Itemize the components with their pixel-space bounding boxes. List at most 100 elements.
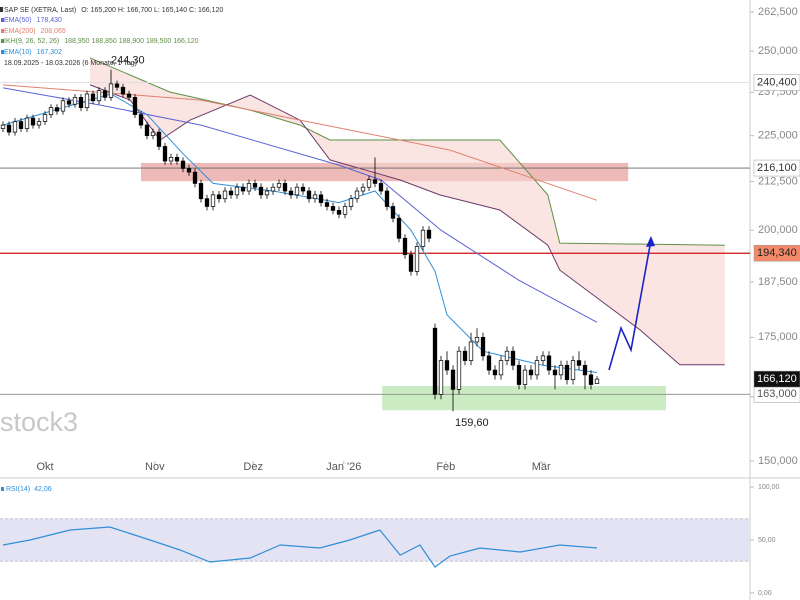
legend-text: EMA(10): [4, 49, 32, 56]
candle-body: [138, 114, 144, 126]
candle-body: [408, 254, 414, 272]
candle-body: [210, 194, 216, 207]
annotation: 159,60: [455, 417, 489, 429]
x-tick-label: Nov: [145, 461, 165, 473]
level-label: 163,000: [757, 388, 797, 400]
candle-body: [276, 183, 282, 188]
candle-body: [462, 350, 468, 361]
legend-text: RSI(14): [6, 486, 30, 493]
candle-body: [366, 179, 372, 188]
candle-body: [510, 350, 516, 366]
candle-body: [48, 107, 54, 115]
y-tick-label: 262,500: [758, 6, 798, 18]
candle-body: [78, 97, 84, 108]
cloud-span-a: [89, 57, 725, 246]
x-tick-label: Okt: [36, 461, 53, 473]
legend-swatch: [1, 50, 4, 54]
candle-body: [432, 327, 438, 395]
candle-body: [150, 131, 156, 137]
candle-body: [72, 97, 78, 105]
candle-body: [300, 186, 306, 192]
y-tick-label: 225,000: [758, 130, 798, 142]
candle-body: [552, 369, 558, 376]
candle-body: [90, 93, 96, 102]
candle-body: [414, 246, 420, 272]
candle-body: [312, 194, 318, 200]
candle-body: [582, 364, 588, 376]
y-tick-label: 150,000: [758, 455, 798, 467]
candle-body: [468, 341, 474, 361]
candle-body: [144, 124, 150, 137]
legend-swatch: [1, 29, 4, 33]
level-box: [753, 244, 800, 262]
level-label: 216,100: [757, 162, 797, 174]
y-tick-label: 175,000: [758, 331, 798, 343]
candle-body: [354, 190, 360, 200]
candle-body: [204, 198, 210, 207]
candle-body: [420, 229, 426, 247]
candle-body: [216, 194, 222, 200]
candle-body: [228, 190, 234, 196]
candle-body: [318, 194, 324, 203]
candle-body: [258, 186, 264, 196]
legend-text: 167,302: [37, 49, 62, 56]
candle-body: [0, 124, 6, 129]
legend-swatch: [1, 39, 4, 43]
candle-body: [306, 190, 312, 200]
candle-body: [504, 350, 510, 361]
candle-body: [36, 121, 42, 126]
candle-body: [282, 183, 288, 192]
legend-text: EMA(200): [4, 28, 36, 35]
candle-body: [480, 336, 486, 357]
y-tick-label: 200,000: [758, 224, 798, 236]
candle-body: [546, 355, 552, 371]
annotation: 244,30: [111, 55, 145, 67]
candle-body: [24, 117, 30, 129]
watermark: stock3: [0, 407, 78, 437]
candle-body: [570, 360, 576, 381]
candle-body: [114, 83, 120, 88]
candle-body: [288, 190, 294, 196]
candle-body: [132, 97, 138, 115]
candle-body: [396, 217, 402, 239]
candle-body: [30, 117, 36, 126]
candle-body: [84, 93, 90, 108]
candle-body: [522, 369, 528, 385]
y-tick-label: 250,000: [758, 45, 798, 57]
arrow-head: [646, 236, 655, 247]
candle-body: [108, 83, 114, 98]
candle-body: [264, 190, 270, 196]
candle-body: [60, 100, 66, 112]
candle-body: [576, 360, 582, 366]
candle-body: [588, 374, 594, 385]
candle-body: [444, 360, 450, 371]
candle-body: [324, 202, 330, 207]
legend-text: SAP SE (XETRA, Last): [4, 7, 76, 14]
x-tick-label: Mär: [532, 461, 551, 473]
candle-body: [348, 198, 354, 207]
candle-body: [594, 378, 600, 384]
candle-body: [54, 107, 60, 112]
candle-body: [540, 355, 546, 361]
candle-body: [168, 157, 174, 162]
x-tick-label: Dez: [243, 461, 263, 473]
candle-body: [126, 93, 132, 98]
candle-body: [474, 336, 480, 343]
legend-text: 178,430: [37, 17, 62, 24]
candle-body: [12, 121, 18, 133]
level-box: [753, 74, 800, 91]
legend-text: 18.09.2025 - 18.03.2026 (6 Monate, 1 Tag…: [4, 60, 137, 67]
zone: [382, 385, 666, 411]
candle-body: [180, 160, 186, 169]
candle-body: [234, 186, 240, 196]
candle-body: [156, 131, 162, 147]
candle-body: [240, 186, 246, 192]
candle-body: [492, 369, 498, 376]
legend-text: IKH(9, 26, 52, 26): [4, 38, 59, 45]
candle-body: [384, 190, 390, 207]
indicator-line: [2, 87, 598, 323]
candle-body: [192, 171, 198, 184]
candle-body: [252, 183, 258, 188]
cloud-fill: [90, 57, 725, 365]
